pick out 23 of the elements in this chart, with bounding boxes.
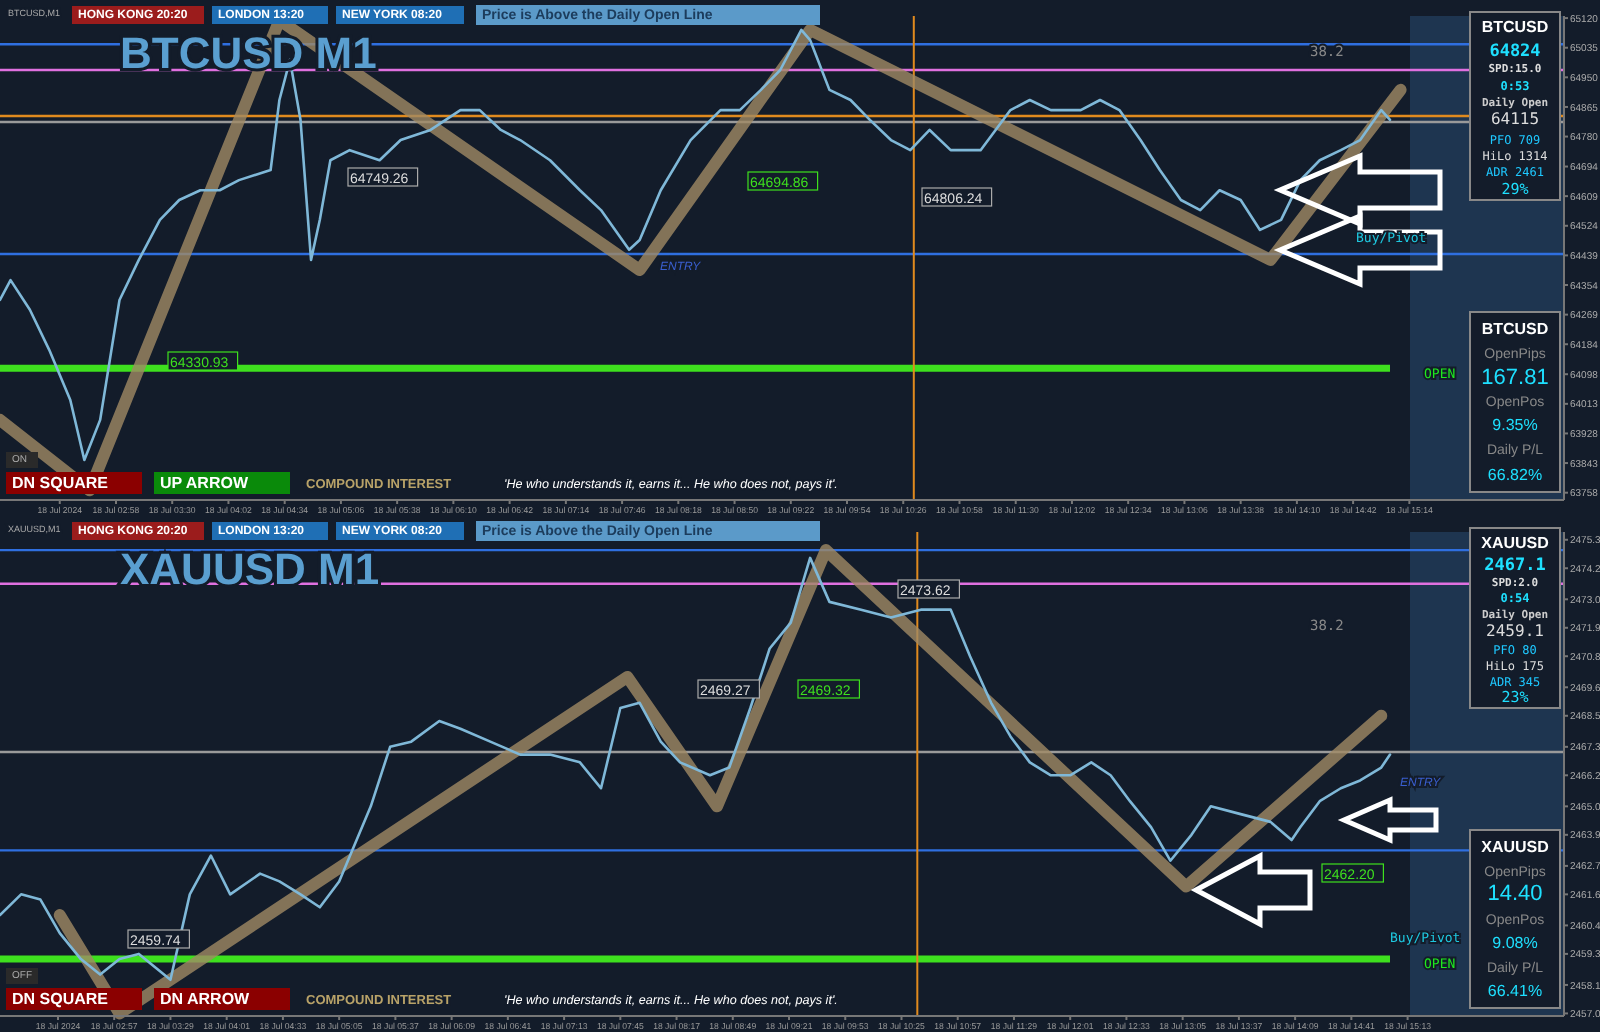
annotation: XAUUSD bbox=[1481, 838, 1550, 856]
label-badge: DN SQUARE bbox=[6, 472, 142, 494]
annotation: XAUUSD bbox=[1481, 534, 1550, 552]
annotation: 167.81 bbox=[1481, 366, 1549, 390]
annotation: 64824 bbox=[1489, 42, 1541, 62]
annotation: 2459.1 bbox=[1486, 622, 1545, 640]
annotation: 64115 bbox=[1490, 110, 1540, 128]
annotation: BTCUSD bbox=[1481, 18, 1549, 36]
annotation: 66.41% bbox=[1487, 982, 1543, 1000]
annotation: 14.40 bbox=[1487, 882, 1543, 906]
annotation: 9.35% bbox=[1492, 416, 1538, 434]
annotation: BTCUSD bbox=[1481, 320, 1549, 338]
label-badge: DN SQUARE bbox=[6, 988, 142, 1010]
label-badge: UP ARROW bbox=[154, 472, 290, 494]
annotation: 66.82% bbox=[1487, 466, 1543, 484]
annotation: 2467.1 bbox=[1484, 556, 1546, 576]
annotation: DN SQUARE bbox=[12, 474, 110, 492]
chart-title: XAUUSD M1 bbox=[120, 544, 380, 594]
annotation: DN ARROW bbox=[160, 990, 251, 1008]
annotation: UP ARROW bbox=[160, 474, 249, 492]
annotation: 9.08% bbox=[1492, 934, 1538, 952]
annotation: DN SQUARE bbox=[12, 990, 110, 1008]
label-badge: DN ARROW bbox=[154, 988, 290, 1010]
